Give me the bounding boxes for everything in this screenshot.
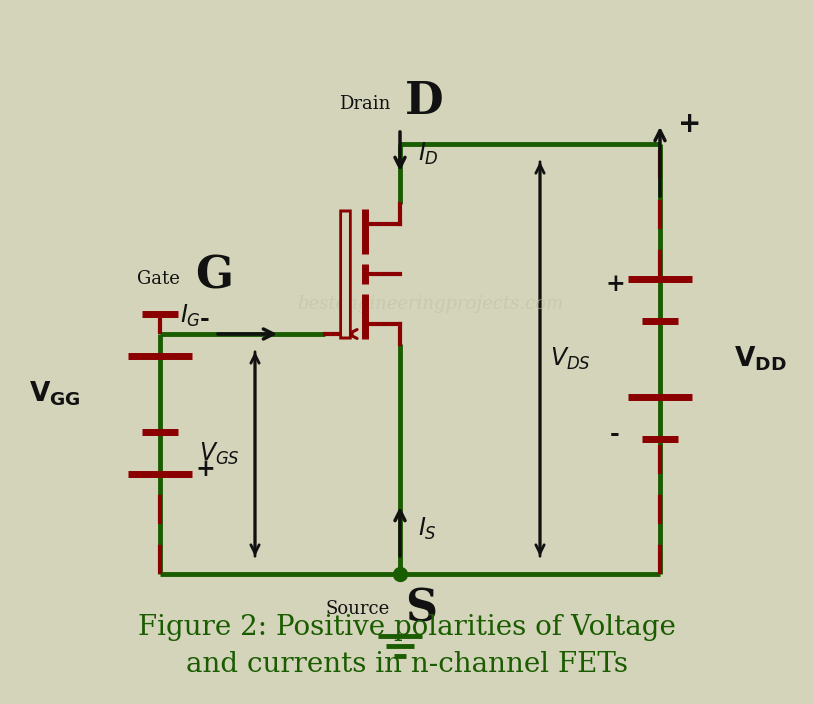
Text: S: S (405, 588, 437, 631)
Text: $I_G$: $I_G$ (180, 303, 201, 329)
Text: $I_S$: $I_S$ (418, 516, 437, 542)
Text: -: - (200, 307, 210, 331)
Text: Figure 2: Positive polarities of Voltage
and currents in n-channel FETs: Figure 2: Positive polarities of Voltage… (138, 614, 676, 678)
Text: Source: Source (326, 600, 390, 618)
Text: G: G (195, 255, 233, 298)
Text: $I_D$: $I_D$ (418, 141, 439, 167)
Text: $V_{GS}$: $V_{GS}$ (199, 441, 240, 467)
Text: bestengineeringprojects.com: bestengineeringprojects.com (297, 295, 563, 313)
Text: +: + (195, 457, 215, 481)
Text: $V_{DS}$: $V_{DS}$ (550, 346, 591, 372)
Text: $\mathbf{V_{DD}}$: $\mathbf{V_{DD}}$ (733, 345, 786, 373)
Text: $\mathbf{V_{GG}}$: $\mathbf{V_{GG}}$ (29, 379, 81, 408)
Text: -: - (610, 422, 620, 446)
Text: +: + (678, 110, 702, 138)
Text: +: + (605, 272, 625, 296)
Text: Gate: Gate (137, 270, 180, 288)
Text: D: D (405, 80, 444, 123)
Text: Drain: Drain (339, 95, 390, 113)
